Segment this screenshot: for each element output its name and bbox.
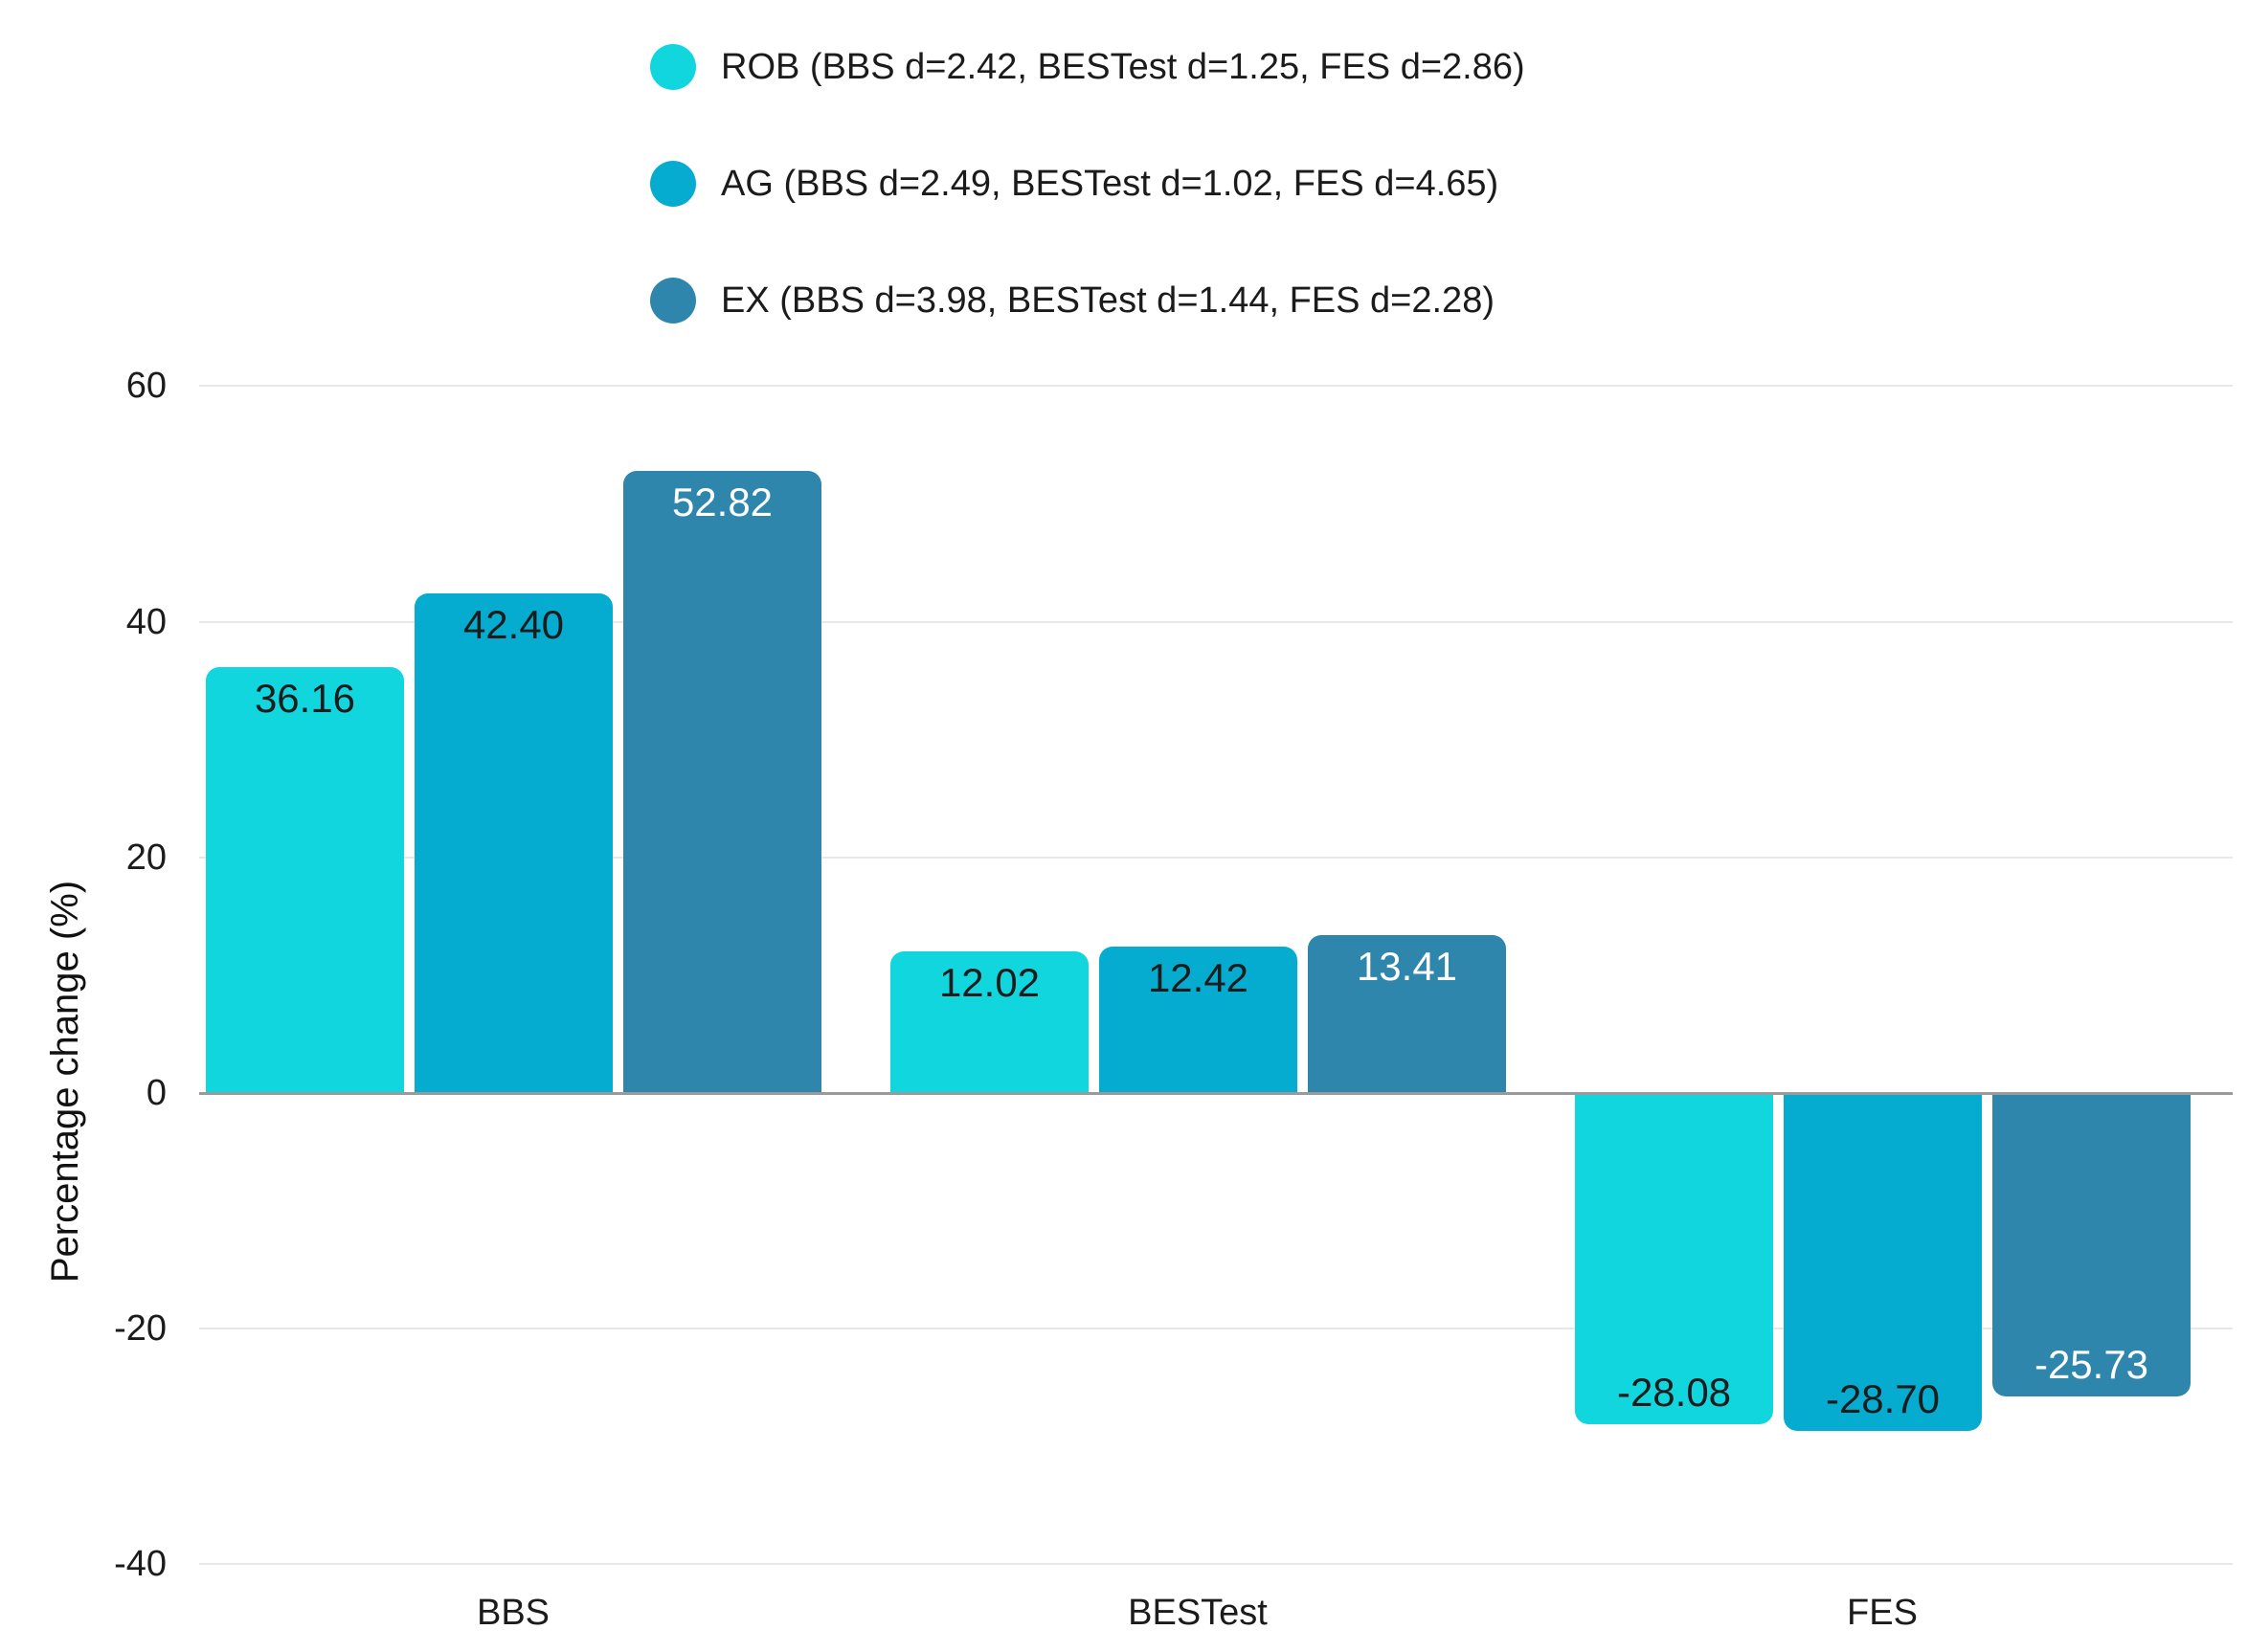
bar-rob-fes: -28.08 [1575, 1093, 1773, 1424]
legend: ROB (BBS d=2.42, BESTest d=1.25, FES d=2… [650, 44, 1525, 394]
bar-value-label-ag-bbs: 42.40 [462, 602, 565, 648]
bar-ex-fes: -25.73 [1992, 1093, 2191, 1396]
legend-label-ex: EX (BBS d=3.98, BESTest d=1.44, FES d=2.… [721, 280, 1495, 321]
legend-swatch-ex-icon [650, 278, 696, 324]
legend-item-rob: ROB (BBS d=2.42, BESTest d=1.25, FES d=2… [650, 44, 1525, 90]
gridline--40 [199, 1563, 2233, 1566]
y-tick-40: 40 [125, 601, 167, 642]
y-tick--20: -20 [114, 1308, 167, 1350]
y-tick--40: -40 [114, 1544, 167, 1585]
y-tick-0: 0 [146, 1073, 167, 1113]
y-tick-60: 60 [125, 366, 167, 407]
legend-swatch-ag-icon [650, 161, 696, 207]
legend-swatch-rob-icon [650, 44, 696, 90]
bar-rob-bbs: 36.16 [206, 666, 404, 1093]
bar-ex-bbs: 52.82 [623, 470, 821, 1093]
gridline-60 [199, 385, 2233, 388]
gridline--20 [199, 1328, 2233, 1330]
legend-label-ag: AG (BBS d=2.49, BESTest d=1.02, FES d=4.… [721, 164, 1499, 204]
gridline-40 [199, 620, 2233, 623]
bar-value-label-rob-bbs: 36.16 [254, 675, 356, 721]
zero-axis-line [199, 1091, 2233, 1095]
legend-label-rob: ROB (BBS d=2.42, BESTest d=1.25, FES d=2… [721, 47, 1525, 87]
bar-value-label-ex-bestest: 13.41 [1356, 943, 1458, 989]
x-tick-fes: FES [1847, 1593, 1918, 1633]
y-tick-20: 20 [125, 837, 167, 878]
x-tick-bbs: BBS [476, 1593, 551, 1633]
bar-rob-bestest: 12.02 [890, 951, 1089, 1093]
bar-ag-bestest: 12.42 [1099, 947, 1297, 1093]
bar-value-label-ex-bbs: 52.82 [671, 479, 774, 525]
bar-ag-bbs: 42.40 [415, 593, 613, 1093]
bar-ex-bestest: 13.41 [1308, 934, 1506, 1093]
legend-item-ex: EX (BBS d=3.98, BESTest d=1.44, FES d=2.… [650, 278, 1525, 324]
bar-ag-fes: -28.70 [1784, 1093, 1982, 1432]
x-tick-bestest: BESTest [1128, 1593, 1268, 1633]
bar-value-label-ag-fes: -28.70 [1825, 1376, 1941, 1422]
legend-item-ag: AG (BBS d=2.49, BESTest d=1.02, FES d=4.… [650, 161, 1525, 207]
bar-value-label-rob-fes: -28.08 [1616, 1369, 1732, 1415]
gridline-20 [199, 856, 2233, 859]
bar-value-label-rob-bestest: 12.02 [938, 960, 1041, 1006]
bar-value-label-ex-fes: -25.73 [2034, 1341, 2149, 1387]
bar-value-label-ag-bestest: 12.42 [1147, 955, 1249, 1001]
